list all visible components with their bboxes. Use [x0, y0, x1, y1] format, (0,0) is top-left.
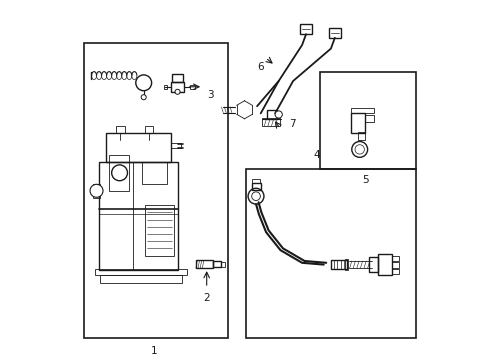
- Bar: [144, 126, 153, 133]
- Bar: [377, 254, 391, 275]
- Text: 2: 2: [203, 293, 209, 303]
- Bar: [330, 260, 346, 269]
- Bar: [196, 260, 213, 268]
- Bar: [391, 262, 398, 268]
- Bar: [365, 115, 373, 122]
- Bar: [262, 118, 280, 126]
- Text: 5: 5: [361, 175, 367, 185]
- Bar: [350, 108, 373, 113]
- Bar: [252, 179, 259, 183]
- Bar: [350, 113, 365, 133]
- Bar: [328, 28, 340, 38]
- Bar: [266, 110, 277, 119]
- Circle shape: [351, 141, 367, 157]
- Text: 7: 7: [289, 119, 296, 129]
- Circle shape: [251, 192, 260, 201]
- Circle shape: [136, 75, 151, 91]
- Bar: [172, 74, 183, 82]
- Circle shape: [175, 89, 180, 94]
- Bar: [106, 133, 170, 162]
- Bar: [251, 183, 260, 190]
- Bar: [101, 275, 181, 283]
- Circle shape: [275, 111, 282, 118]
- Circle shape: [141, 95, 146, 100]
- Bar: [391, 269, 398, 274]
- Text: 3: 3: [206, 90, 213, 100]
- Bar: [221, 262, 225, 267]
- Text: 1: 1: [151, 346, 158, 356]
- Circle shape: [247, 188, 264, 204]
- Bar: [116, 126, 124, 133]
- Bar: [170, 82, 184, 92]
- Bar: [145, 205, 174, 256]
- Bar: [246, 169, 415, 338]
- Text: 4: 4: [312, 150, 319, 160]
- Bar: [357, 132, 365, 140]
- Circle shape: [111, 165, 127, 181]
- Bar: [95, 269, 186, 275]
- Bar: [84, 43, 228, 338]
- Bar: [345, 259, 347, 270]
- Circle shape: [90, 184, 103, 197]
- Bar: [320, 72, 415, 169]
- Bar: [142, 162, 167, 184]
- Bar: [213, 261, 221, 267]
- Bar: [300, 24, 311, 34]
- Bar: [99, 162, 178, 270]
- Bar: [109, 155, 129, 191]
- Circle shape: [354, 145, 364, 154]
- Bar: [368, 257, 377, 272]
- Bar: [170, 143, 181, 148]
- Bar: [164, 85, 167, 89]
- Text: 6: 6: [257, 62, 264, 72]
- Bar: [190, 85, 194, 89]
- Bar: [391, 256, 398, 261]
- Bar: [93, 184, 100, 198]
